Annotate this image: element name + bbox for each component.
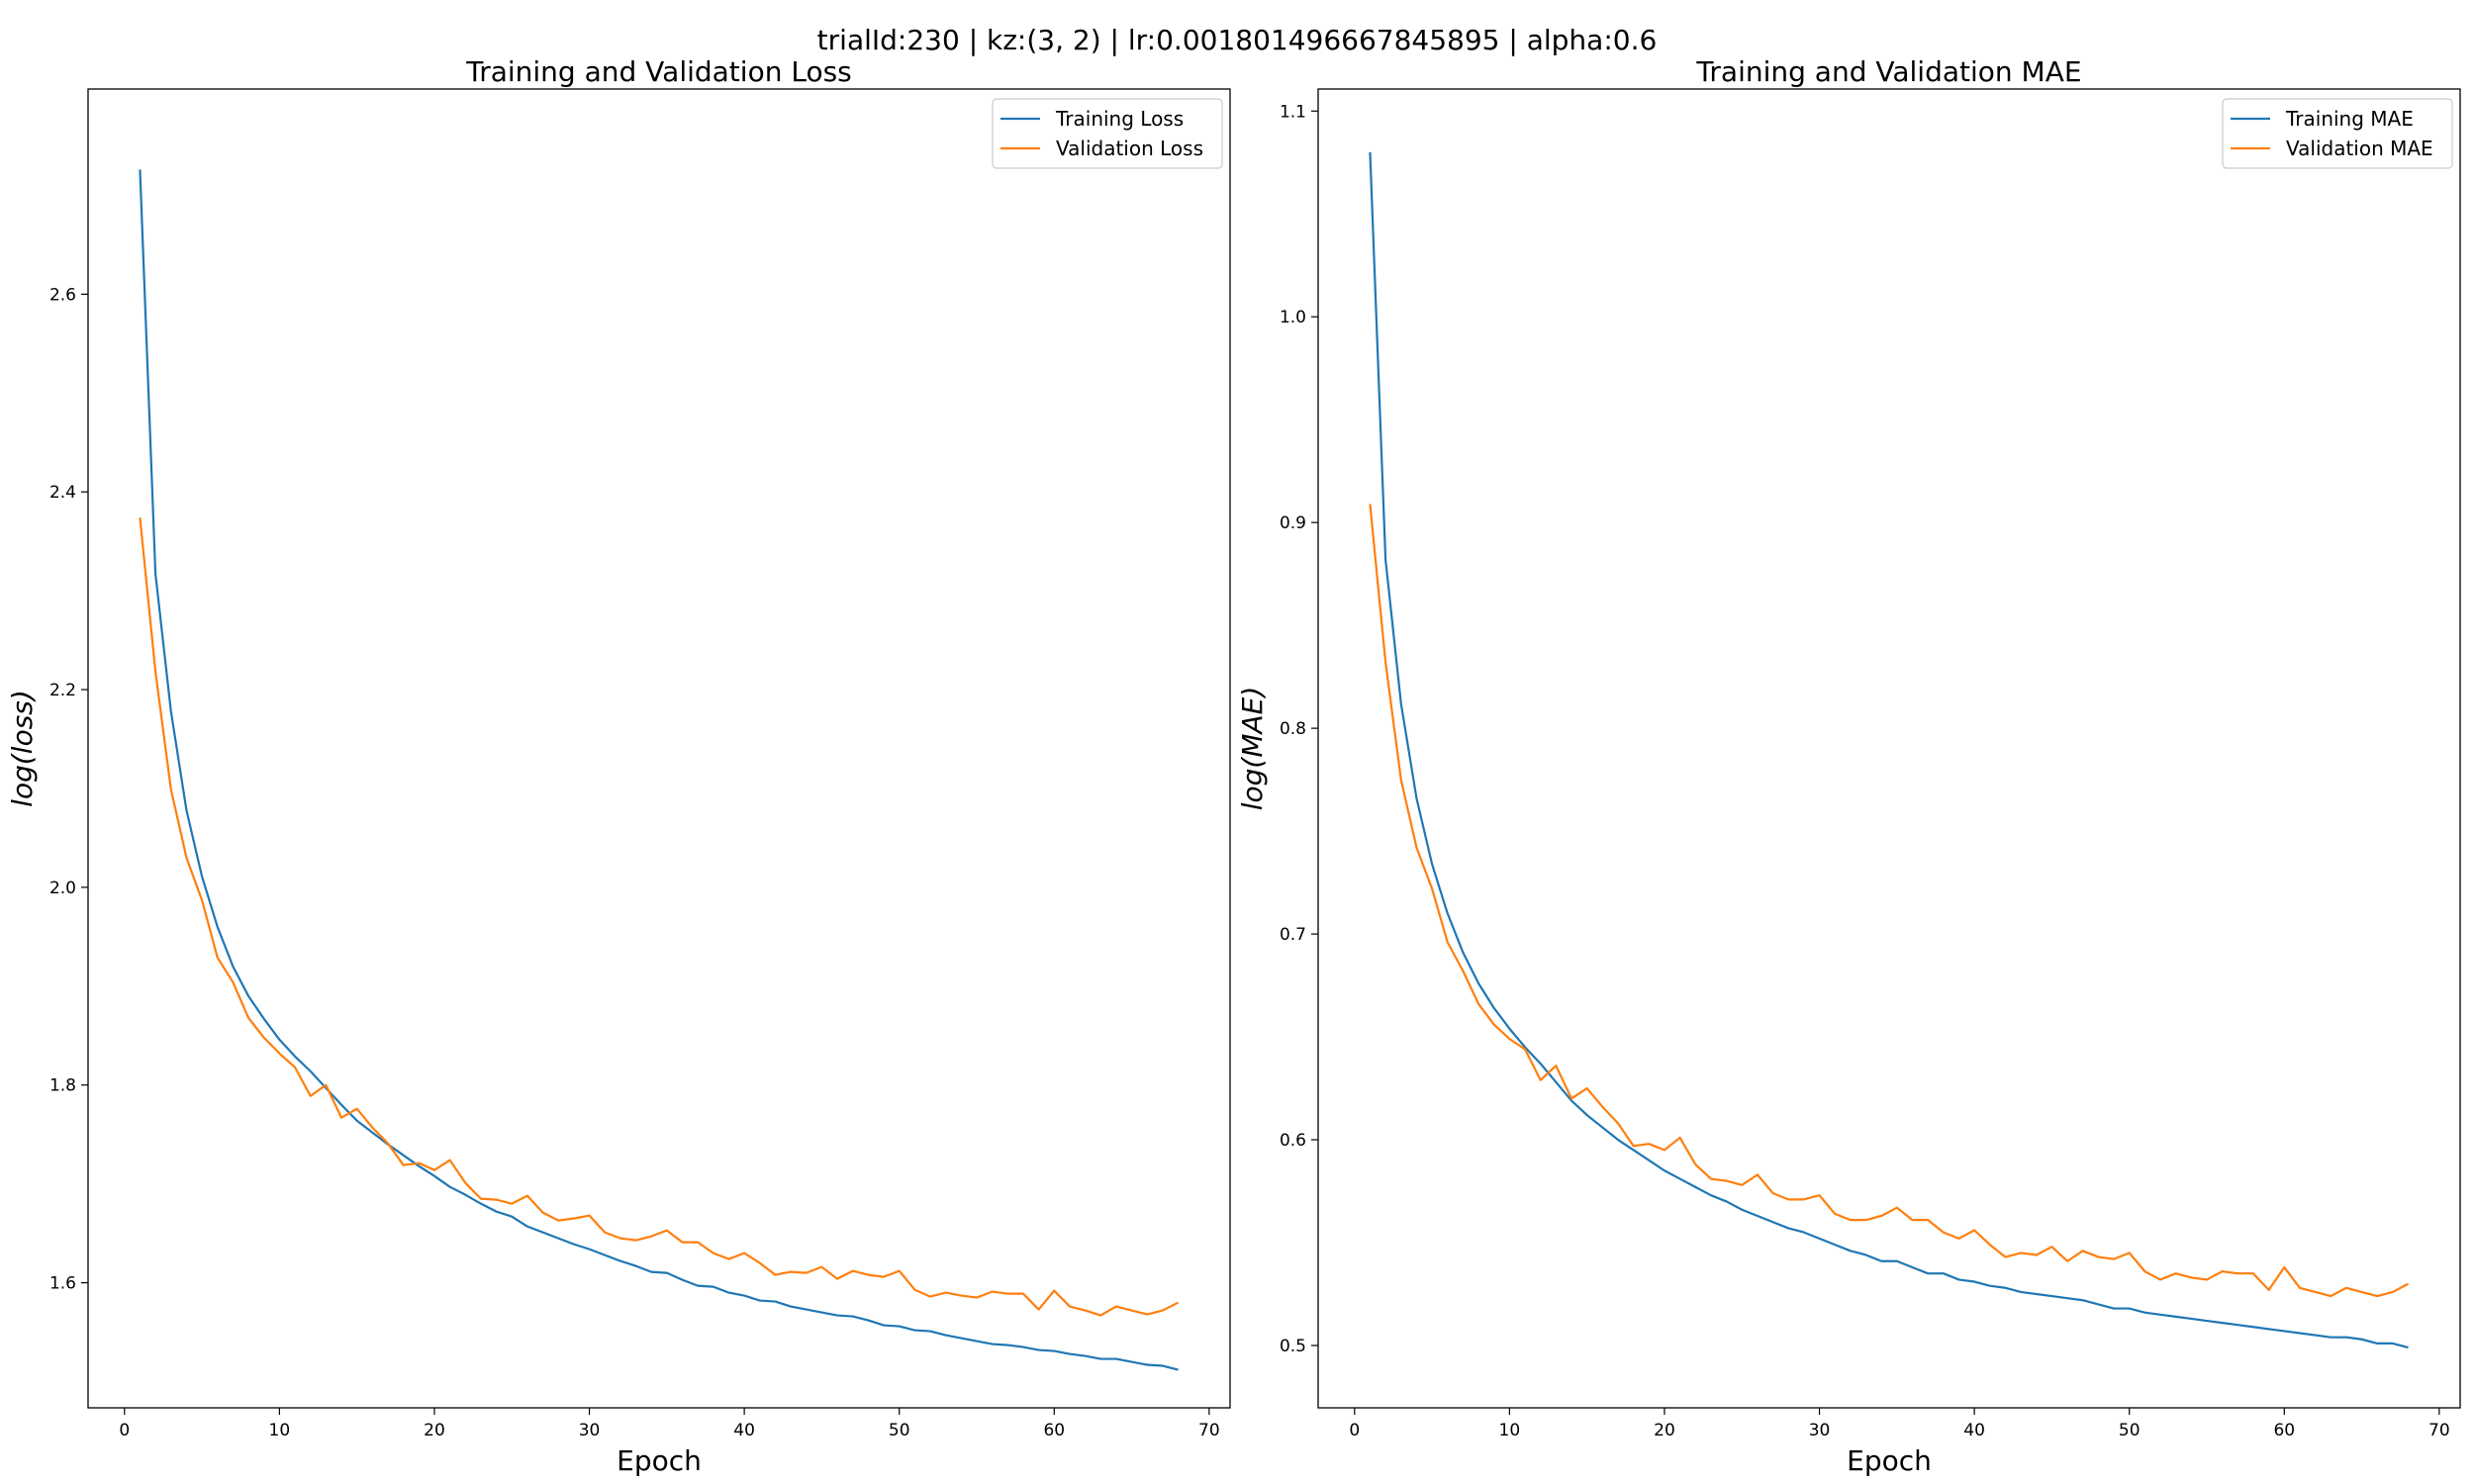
mae-x-tick-label: 30 [1809, 1421, 1831, 1440]
loss-legend-label: Training Loss [1055, 107, 1184, 131]
mae-x-tick-label: 40 [1963, 1421, 1985, 1440]
mae-legend-label: Training MAE [2285, 107, 2414, 131]
loss-axes-frame [87, 88, 1231, 1409]
mae-y-tick-label: 0.6 [1280, 1131, 1306, 1151]
loss-x-tick-label: 70 [1198, 1421, 1220, 1440]
loss-series-line-training-loss [139, 169, 1179, 1371]
mae-chart-panel: Training and Validation MAE 0 10 20 30 40 50 60… [1236, 55, 2461, 1477]
mae-y-tick-label: 1.0 [1280, 308, 1306, 327]
mae-legend-box [2222, 98, 2453, 169]
mae-series-line-training-mae [1369, 151, 2409, 1349]
mae-legend-label: Validation MAE [2286, 137, 2433, 160]
loss-chart-panel: Training and Validation Loss 0 10 20 30 40 50 6… [6, 55, 1231, 1477]
loss-y-axis-label: log(loss) [6, 690, 39, 807]
loss-x-tick-label: 40 [733, 1421, 755, 1440]
loss-legend-label: Validation Loss [1056, 137, 1203, 160]
mae-x-axis-label: Epoch [1847, 1444, 1932, 1477]
mae-legend: Training MAE Validation MAE [2222, 98, 2453, 169]
loss-x-tick-label: 50 [889, 1421, 910, 1440]
loss-y-tick-label: 2.4 [49, 483, 76, 503]
mae-y-axis-label: log(MAE) [1236, 687, 1269, 811]
mae-y-tick-label: 0.9 [1280, 513, 1306, 533]
loss-y-tick-label: 2.6 [49, 285, 76, 305]
loss-x-tick-label: 0 [119, 1421, 130, 1440]
loss-legend: Training Loss Validation Loss [992, 98, 1223, 169]
mae-series-line-validation-mae [1369, 504, 2410, 1298]
mae-y-tick-label: 0.7 [1280, 925, 1306, 945]
mae-y-tick-label: 1.1 [1280, 102, 1306, 122]
loss-series-line-validation-loss [139, 517, 1180, 1317]
mae-y-tick-label: 0.8 [1280, 719, 1306, 739]
loss-x-tick-label: 60 [1043, 1421, 1065, 1440]
mae-x-tick-label: 10 [1499, 1421, 1521, 1440]
loss-y-tick-label: 1.8 [49, 1076, 76, 1096]
loss-chart-title: Training and Validation Loss [465, 55, 852, 88]
mae-chart-title: Training and Validation MAE [1695, 55, 2081, 88]
mae-x-tick-label: 0 [1349, 1421, 1360, 1440]
figure-suptitle: trialId:230 | kz:(3, 2) | lr:0.001801496… [817, 24, 1658, 56]
loss-x-axis-label: Epoch [617, 1444, 702, 1477]
mae-y-tick-label: 0.5 [1280, 1337, 1306, 1356]
mae-x-tick-label: 20 [1654, 1421, 1675, 1440]
mae-x-tick-label: 50 [2119, 1421, 2141, 1440]
loss-legend-box [992, 98, 1223, 169]
loss-y-tick-label: 2.2 [49, 681, 76, 700]
loss-y-tick-label: 1.6 [49, 1274, 76, 1294]
mae-axes-frame [1317, 88, 2461, 1409]
mae-x-tick-label: 70 [2428, 1421, 2450, 1440]
mae-x-tick-label: 60 [2273, 1421, 2295, 1440]
loss-x-tick-label: 10 [269, 1421, 291, 1440]
loss-y-tick-label: 2.0 [49, 879, 76, 898]
loss-x-tick-label: 20 [424, 1421, 445, 1440]
loss-x-tick-label: 30 [579, 1421, 601, 1440]
